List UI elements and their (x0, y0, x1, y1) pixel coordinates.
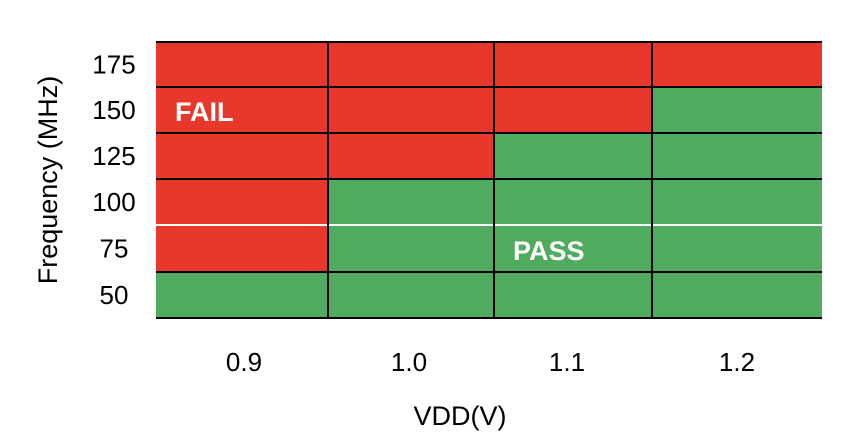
y-axis-title: Frequency (MHz) (33, 76, 63, 285)
cell-100mhz-1.0v (328, 179, 494, 225)
cell-50mhz-1.2v (652, 272, 822, 318)
cell-50mhz-1.1v (494, 272, 652, 318)
y-tick-labels: 175 150 125 100 75 50 (92, 50, 135, 311)
cell-150mhz-1.1v (494, 87, 652, 133)
y-tick-label: 125 (92, 141, 135, 171)
y-tick-label: 75 (100, 234, 129, 264)
cell-100mhz-0.9v (156, 179, 328, 225)
x-tick-labels: 0.9 1.0 1.1 1.2 (226, 347, 755, 377)
cell-100mhz-1.1v (494, 179, 652, 225)
cell-125mhz-1.0v (328, 133, 494, 179)
cell-150mhz-1.2v (652, 87, 822, 133)
cell-75mhz-1.1v (494, 225, 652, 272)
fail-region-label: FAIL (175, 97, 234, 127)
cell-175mhz-1.1v (494, 42, 652, 87)
cell-grid (156, 42, 822, 318)
cell-150mhz-1.0v (328, 87, 494, 133)
cell-175mhz-1.0v (328, 42, 494, 87)
cell-50mhz-0.9v (156, 272, 328, 318)
cell-75mhz-1.0v (328, 225, 494, 272)
cell-125mhz-0.9v (156, 133, 328, 179)
cell-50mhz-1.0v (328, 272, 494, 318)
x-tick-label: 1.1 (549, 347, 585, 377)
pass-region-label: PASS (513, 236, 585, 266)
cell-100mhz-1.2v (652, 179, 822, 225)
y-tick-label: 100 (92, 187, 135, 217)
cell-125mhz-1.2v (652, 133, 822, 179)
cell-75mhz-1.2v (652, 225, 822, 272)
x-tick-label: 1.0 (391, 347, 427, 377)
cell-150mhz-0.9v (156, 87, 328, 133)
cell-175mhz-0.9v (156, 42, 328, 87)
gridlines (156, 41, 822, 319)
y-tick-label: 175 (92, 50, 135, 80)
x-tick-label: 1.2 (719, 347, 755, 377)
cell-175mhz-1.2v (652, 42, 822, 87)
cell-75mhz-0.9v (156, 225, 328, 272)
x-axis-title: VDD(V) (414, 401, 507, 431)
cell-125mhz-1.1v (494, 133, 652, 179)
y-tick-label: 50 (100, 280, 129, 310)
y-tick-label: 150 (92, 95, 135, 125)
x-tick-label: 0.9 (226, 347, 262, 377)
